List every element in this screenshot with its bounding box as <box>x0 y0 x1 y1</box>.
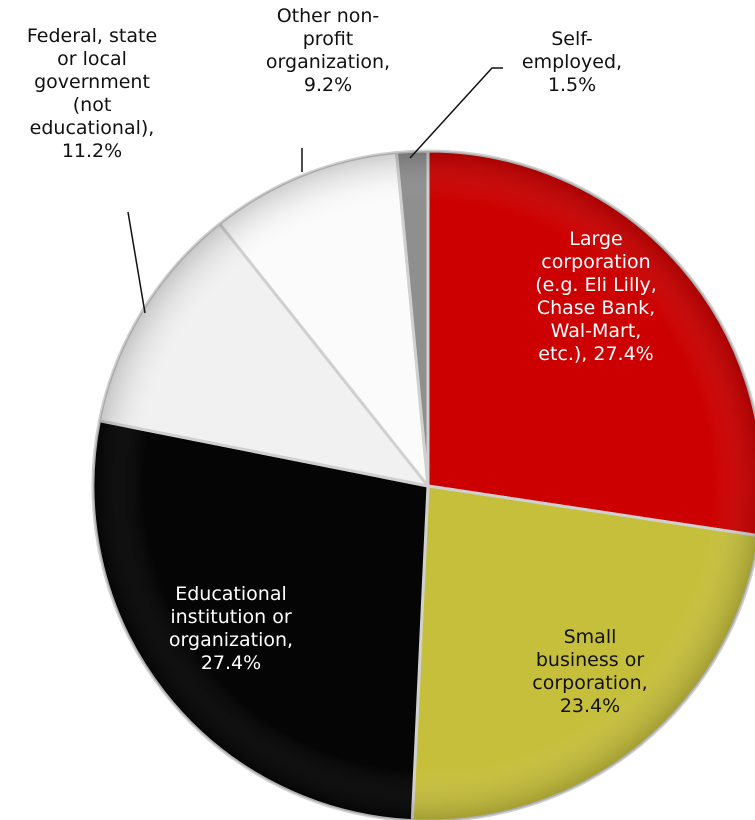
slice-label-5: Self-employed, 1.5% <box>522 28 622 96</box>
slice-label-line: Other non- <box>277 5 380 27</box>
slice-label-line: 11.2% <box>62 140 122 162</box>
slice-label-line: 9.2% <box>304 74 352 96</box>
slice-label-line: Educational <box>175 583 287 605</box>
slices-layer <box>91 149 755 820</box>
slice-label-3: Federal, state or local government (not educ… <box>27 25 157 162</box>
slice-label-line: corporation, <box>532 672 647 694</box>
slice-label-1: Small business or corporation, 23.4% <box>532 626 647 717</box>
slice-label-line: (not <box>73 94 112 116</box>
labels-layer: Large corporation (e.g. Eli Lilly, Chase Ba… <box>27 5 657 717</box>
slice-label-line: organization, <box>169 629 293 651</box>
slice-label-line: organization, <box>266 51 390 73</box>
leader-line-5 <box>409 67 503 159</box>
slice-label-line: institution or <box>170 606 291 628</box>
slice-label-line: 27.4% <box>201 652 261 674</box>
slice-label-line: 23.4% <box>560 695 620 717</box>
slice-label-line: Federal, state <box>27 25 157 47</box>
slice-label-line: government <box>34 71 150 93</box>
slice-label-line: Large <box>569 228 622 250</box>
slice-label-line: business or <box>536 649 644 671</box>
pie-rim-shading <box>93 151 755 820</box>
slice-label-line: 1.5% <box>548 74 596 96</box>
leader-lines-layer <box>127 67 503 314</box>
slice-label-line: Wal-Mart, <box>551 320 642 342</box>
slice-label-line: or local <box>57 48 127 70</box>
slice-label-line: etc.), 27.4% <box>538 343 653 365</box>
slice-label-line: corporation <box>541 251 650 273</box>
slice-label-line: profit <box>303 28 354 50</box>
slice-label-0: Large corporation (e.g. Eli Lilly, Chase Ba… <box>535 228 657 365</box>
leader-line-3 <box>127 211 146 314</box>
slice-label-line: (e.g. Eli Lilly, <box>535 274 657 296</box>
slice-label-line: educational), <box>30 117 155 139</box>
slice-label-4: Other non-profit organization, 9.2% <box>266 5 390 96</box>
slice-label-line: Small <box>564 626 617 648</box>
slice-label-line: Self- <box>551 28 593 50</box>
slice-label-2: Educational institution or organization, 27… <box>169 583 293 674</box>
slice-label-line: Chase Bank, <box>537 297 655 319</box>
slice-label-line: employed, <box>522 51 622 73</box>
